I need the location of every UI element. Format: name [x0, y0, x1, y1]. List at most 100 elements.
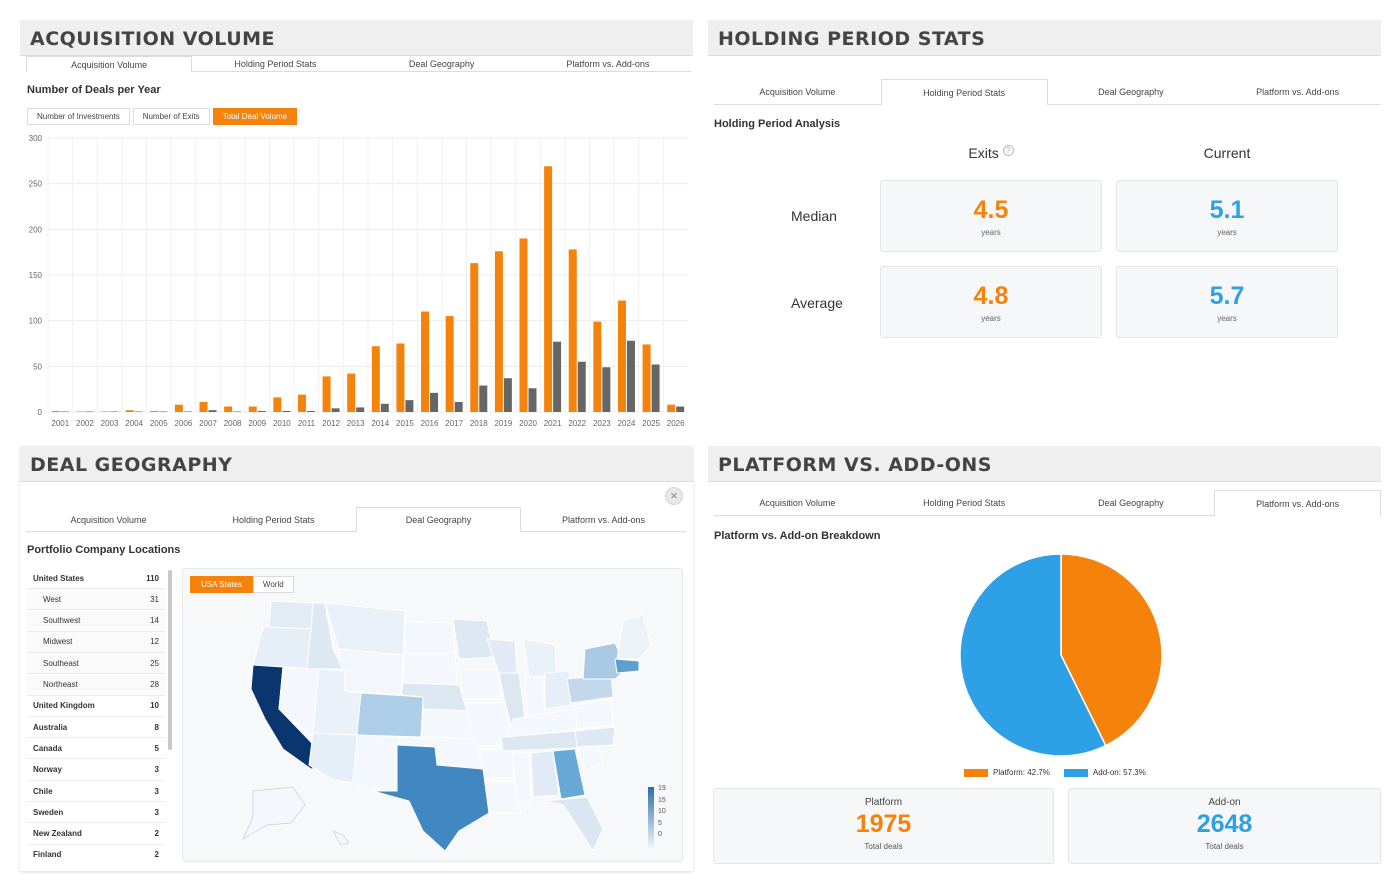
bar-series-1[interactable]	[233, 411, 242, 413]
tab-holding-period-stats[interactable]: Holding Period Stats	[880, 79, 1048, 105]
bar-series-0[interactable]	[445, 316, 454, 412]
country-row[interactable]: Australia 8	[27, 717, 165, 739]
bar-series-1[interactable]	[356, 407, 365, 412]
list-scrollbar[interactable]	[168, 570, 172, 750]
tab-deal-geography[interactable]: Deal Geography	[356, 507, 521, 532]
bar-series-1[interactable]	[405, 400, 414, 412]
bar-series-0[interactable]	[396, 343, 405, 413]
bar-series-0[interactable]	[617, 300, 626, 412]
bar-series-0[interactable]	[667, 404, 676, 412]
tab-platform-vs-addons[interactable]: Platform vs. Add-ons	[1256, 87, 1340, 97]
bar-series-0[interactable]	[642, 344, 651, 412]
location-count: 3	[154, 765, 159, 775]
bar-series-0[interactable]	[273, 397, 282, 412]
bar-series-1[interactable]	[208, 410, 217, 412]
bar-series-0[interactable]	[568, 249, 577, 412]
country-row[interactable]: United States 110	[27, 568, 165, 589]
bar-series-0[interactable]	[248, 406, 257, 412]
country-row[interactable]: Chile 3	[27, 781, 165, 802]
bar-series-0[interactable]	[199, 401, 208, 412]
bar-series-1[interactable]	[676, 406, 685, 412]
bar-series-1[interactable]	[183, 411, 192, 413]
bar-series-0[interactable]	[494, 251, 503, 412]
country-row[interactable]: Canada 5	[27, 738, 165, 760]
bar-series-1[interactable]	[577, 361, 586, 412]
bar-series-0[interactable]	[347, 373, 356, 412]
location-count: 2	[154, 850, 159, 860]
country-row[interactable]: New Zealand 2	[27, 824, 165, 845]
bar-series-0[interactable]	[371, 346, 380, 412]
bar-series-0[interactable]	[174, 404, 183, 412]
bar-series-1[interactable]	[503, 378, 512, 412]
bar-series-1[interactable]	[626, 340, 635, 412]
tab-acquisition-volume[interactable]: Acquisition Volume	[759, 87, 836, 97]
bar-series-0[interactable]	[150, 411, 159, 412]
bar-series-1[interactable]	[282, 411, 291, 412]
legend-item-addon[interactable]: Add-on: 57.3%	[1063, 768, 1146, 777]
bar-series-1[interactable]	[257, 411, 266, 412]
bar-series-1[interactable]	[134, 411, 143, 413]
bar-series-0[interactable]	[76, 411, 85, 413]
tab-acquisition-volume[interactable]: Acquisition Volume	[70, 514, 147, 525]
bar-series-1[interactable]	[306, 411, 315, 412]
bar-series-1[interactable]	[430, 392, 439, 412]
tab-acquisition-volume[interactable]: Acquisition Volume	[759, 498, 836, 508]
bar-series-0[interactable]	[470, 263, 479, 412]
region-row[interactable]: Southwest 14	[27, 610, 165, 632]
bar-series-0[interactable]	[544, 166, 553, 412]
tab-holding-period-stats[interactable]: Holding Period Stats	[923, 498, 1006, 508]
bar-series-0[interactable]	[101, 411, 110, 413]
total-deal-volume-button[interactable]: Total Deal Volume	[212, 108, 298, 125]
bar-series-0[interactable]	[421, 311, 430, 412]
world-button[interactable]: World	[252, 576, 294, 593]
legend-item-platform[interactable]: Platform: 42.7%	[964, 768, 1050, 777]
bar-series-0[interactable]	[51, 411, 60, 412]
bar-series-1[interactable]	[110, 411, 119, 413]
bar-series-1[interactable]	[159, 411, 168, 413]
panel-title: PLATFORM VS. ADD-ONS	[718, 454, 992, 476]
bar-series-1[interactable]	[331, 408, 340, 412]
country-row[interactable]: United Kingdom 10	[27, 696, 165, 717]
number-of-exits-button[interactable]: Number of Exits	[132, 108, 210, 125]
country-row[interactable]: Norway 3	[27, 760, 165, 781]
bar-series-1[interactable]	[454, 401, 463, 412]
region-row[interactable]: Northeast 28	[27, 674, 165, 696]
tab-deal-geography[interactable]: Deal Geography	[1098, 87, 1164, 97]
region-row[interactable]: Southeast 25	[27, 653, 165, 675]
number-of-investments-button[interactable]: Number of Investments	[27, 108, 130, 125]
location-name: Sweden	[33, 807, 64, 817]
bar-series-0[interactable]	[125, 410, 134, 412]
bar-series-0[interactable]	[322, 376, 331, 412]
bar-series-1[interactable]	[528, 388, 537, 412]
bar-series-1[interactable]	[60, 411, 69, 413]
region-row[interactable]: West 31	[27, 589, 165, 611]
bar-series-0[interactable]	[224, 406, 233, 412]
usa-states-button[interactable]: USA States	[190, 576, 253, 593]
pie-slice-platform[interactable]	[1060, 553, 1163, 747]
help-icon[interactable]: ?	[1002, 145, 1014, 156]
tab-platform-vs-addons[interactable]: Platform vs. Add-ons	[566, 59, 650, 69]
bar-series-1[interactable]	[602, 367, 611, 412]
bar-series-1[interactable]	[85, 411, 94, 413]
tab-platform-vs-addons[interactable]: Platform vs. Add-ons	[1214, 490, 1381, 516]
region-row[interactable]: Midwest 12	[27, 631, 165, 653]
tab-acquisition-volume[interactable]: Acquisition Volume	[26, 56, 193, 72]
bar-series-0[interactable]	[519, 238, 528, 412]
bar-series-0[interactable]	[297, 394, 306, 412]
pie-slice-addon[interactable]	[959, 553, 1107, 757]
bar-series-1[interactable]	[380, 403, 389, 412]
tab-holding-period-stats[interactable]: Holding Period Stats	[234, 59, 317, 69]
bar-series-1[interactable]	[553, 341, 562, 412]
tab-holding-period-stats[interactable]: Holding Period Stats	[232, 514, 315, 525]
location-count: 110	[146, 573, 159, 583]
bar-series-1[interactable]	[651, 364, 660, 412]
bar-series-0[interactable]	[593, 321, 602, 412]
x-tick-label: 2017	[445, 419, 463, 428]
tab-deal-geography[interactable]: Deal Geography	[408, 59, 475, 69]
close-icon[interactable]: ×	[665, 487, 683, 505]
tab-deal-geography[interactable]: Deal Geography	[1098, 498, 1164, 508]
bar-series-1[interactable]	[479, 385, 488, 412]
tab-platform-vs-addons[interactable]: Platform vs. Add-ons	[561, 514, 646, 525]
country-row[interactable]: Finland 2	[27, 845, 165, 864]
country-row[interactable]: Sweden 3	[27, 802, 165, 824]
